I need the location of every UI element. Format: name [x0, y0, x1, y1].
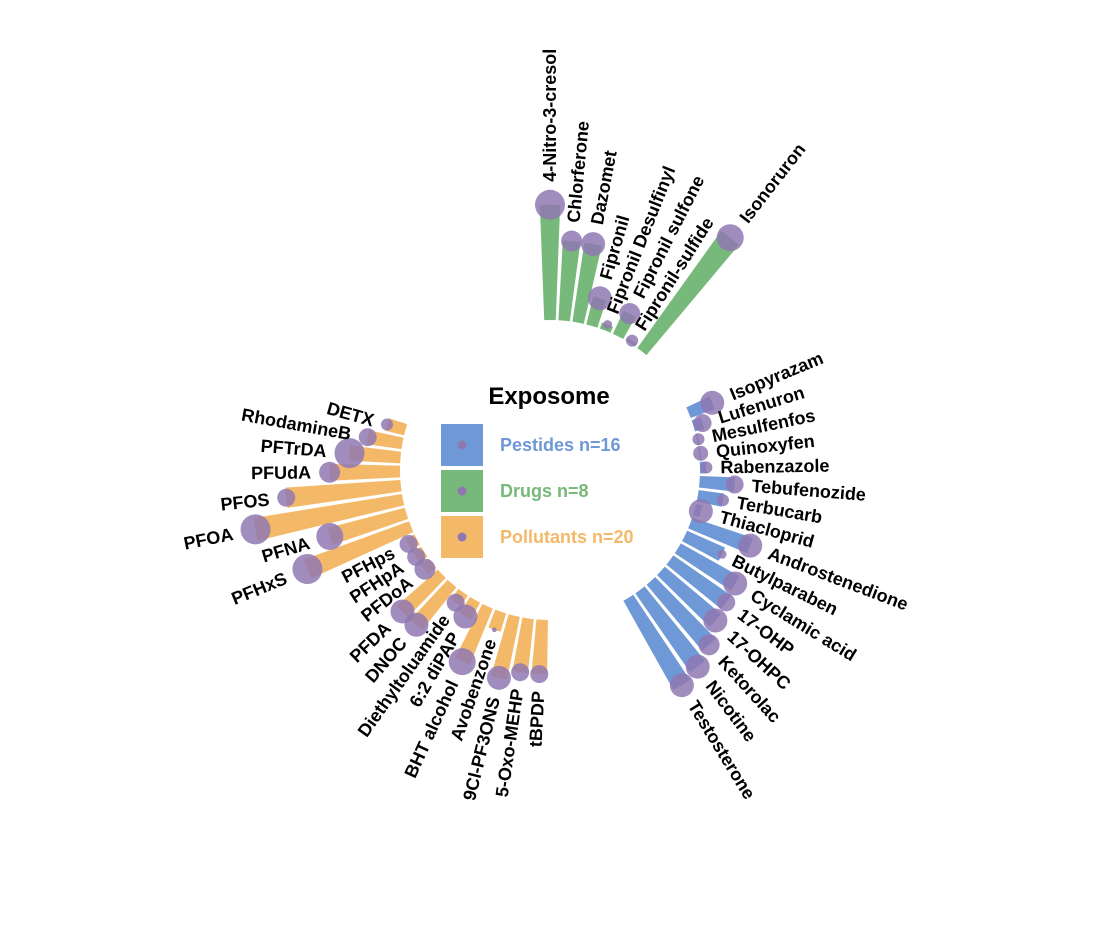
bar-pfuda — [329, 463, 401, 481]
bar-tebufenozide — [698, 476, 736, 492]
bar-9cl-pf3ons — [491, 614, 520, 680]
bar-ketorolac — [646, 576, 716, 651]
bubble-nicotine — [685, 654, 710, 679]
bubble-terbucarb — [716, 494, 729, 507]
legend-entry-pollutants: Pollutants n=20 — [441, 516, 634, 558]
bubble-bht-alcohol — [448, 648, 476, 676]
bubbles-layer — [240, 189, 763, 698]
legend-entry-drugs: Drugs n=8 — [441, 470, 589, 512]
bar-chlorferone — [558, 240, 581, 322]
label-pfhxs: PFHxS — [229, 568, 290, 608]
bubble-pfos — [277, 488, 296, 507]
label-rabenzazole: Rabenzazole — [720, 456, 829, 478]
label-pfuda: PFUdA — [251, 463, 311, 484]
bubble-dazomet — [581, 232, 606, 257]
bar-cyclamic-acid — [674, 543, 740, 591]
bar-5-oxo-mehp — [512, 617, 534, 674]
legend-bubble-icon — [457, 532, 467, 542]
bubble-fipronil-sulfide — [626, 334, 639, 347]
bubble-lufenuron — [693, 414, 712, 433]
label-pfos: PFOS — [220, 490, 271, 515]
bubble-rabenzazole — [700, 461, 713, 474]
bubble-quinoxyfen — [693, 445, 709, 461]
bubble-rhodamineb — [358, 428, 377, 447]
bubble-pfhpa — [407, 547, 426, 566]
bar-nicotine — [635, 586, 706, 673]
label-pftrda: PFTrDA — [260, 436, 327, 461]
bubble-9cl-pf3ons — [486, 665, 511, 690]
bubble-isopyrazam — [700, 390, 725, 415]
legend-label-drugs: Drugs n=8 — [500, 481, 589, 501]
bubble-tbpdp — [530, 665, 549, 684]
label-isonoruron: Isonoruron — [735, 140, 809, 227]
bubble-fipronil-sulfone — [619, 303, 641, 325]
bubble-chlorferone — [561, 230, 583, 252]
bubble-butylparaben — [717, 549, 727, 559]
bubble-fipronil-desulfinyl — [603, 320, 613, 330]
bar-dazomet — [572, 242, 602, 324]
bar-testosterone — [623, 594, 691, 691]
legend-bubble-icon — [457, 440, 467, 450]
bar-butylparaben — [682, 530, 726, 561]
bubble-isonoruron — [716, 224, 744, 252]
bar-isonoruron — [637, 230, 739, 356]
legend-label-pollutants: Pollutants n=20 — [500, 527, 634, 547]
bubble-pfhxs — [292, 553, 323, 584]
bubble-detx — [381, 418, 394, 431]
bubble-diethyltoluamide — [446, 593, 465, 612]
bubble-4-nitro-3-cresol — [535, 189, 565, 220]
legend-entry-pestides: Pestides n=16 — [441, 424, 621, 466]
bar-pfhxs — [303, 521, 414, 579]
legend-label-pestides: Pestides n=16 — [500, 435, 621, 455]
label-chlorferone: Chlorferone — [563, 120, 593, 223]
bar-tbpdp — [531, 619, 548, 675]
bubble-avobenzone — [491, 627, 497, 633]
bubble-5-oxo-mehp — [511, 663, 530, 682]
bubble-testosterone — [669, 673, 694, 698]
legend-title: Exposome — [488, 383, 609, 410]
bar-pfna — [327, 507, 409, 545]
bars-layer — [253, 204, 753, 691]
bar-avobenzone — [488, 609, 507, 632]
bubble-pfna — [316, 522, 344, 550]
bubble-pfuda — [319, 461, 341, 483]
labels-layer: 4-Nitro-3-cresol ChlorferoneDazometFipron… — [182, 49, 911, 803]
legend: Exposome Pestides n=16 Drugs n=8 Polluta… — [441, 383, 634, 558]
bubble-cyclamic-acid — [723, 571, 748, 596]
bubble-thiacloprid — [688, 499, 713, 524]
bar-pfos — [285, 479, 402, 508]
bar-4-nitro-3-cresol — [539, 204, 561, 321]
label-tbpdp: tBPDP — [525, 691, 548, 748]
bar-17-ohpc — [656, 566, 722, 627]
legend-bubble-icon — [457, 486, 467, 496]
label-pfoa: PFOA — [182, 524, 235, 553]
bubble-17-ohpc — [703, 608, 728, 633]
bubble-pftrda — [334, 438, 365, 469]
bubble-androstenedione — [738, 533, 763, 558]
bubble-pfda — [390, 599, 415, 624]
bubble-tebufenozide — [725, 475, 744, 494]
bar-17-ohp — [666, 555, 732, 610]
bubble-pfoa — [240, 514, 271, 545]
bubble-pfhps — [399, 534, 418, 553]
bubble-ketorolac — [698, 634, 720, 656]
bar-androstenedione — [688, 517, 753, 554]
bubble-fipronil — [587, 286, 612, 311]
label-4-nitro-3-cresol: 4-Nitro-3-cresol — [540, 49, 560, 182]
bubble-17-ohp — [717, 593, 736, 612]
bubble-mesulfenfos — [692, 433, 705, 446]
bar-pfoa — [253, 493, 405, 541]
